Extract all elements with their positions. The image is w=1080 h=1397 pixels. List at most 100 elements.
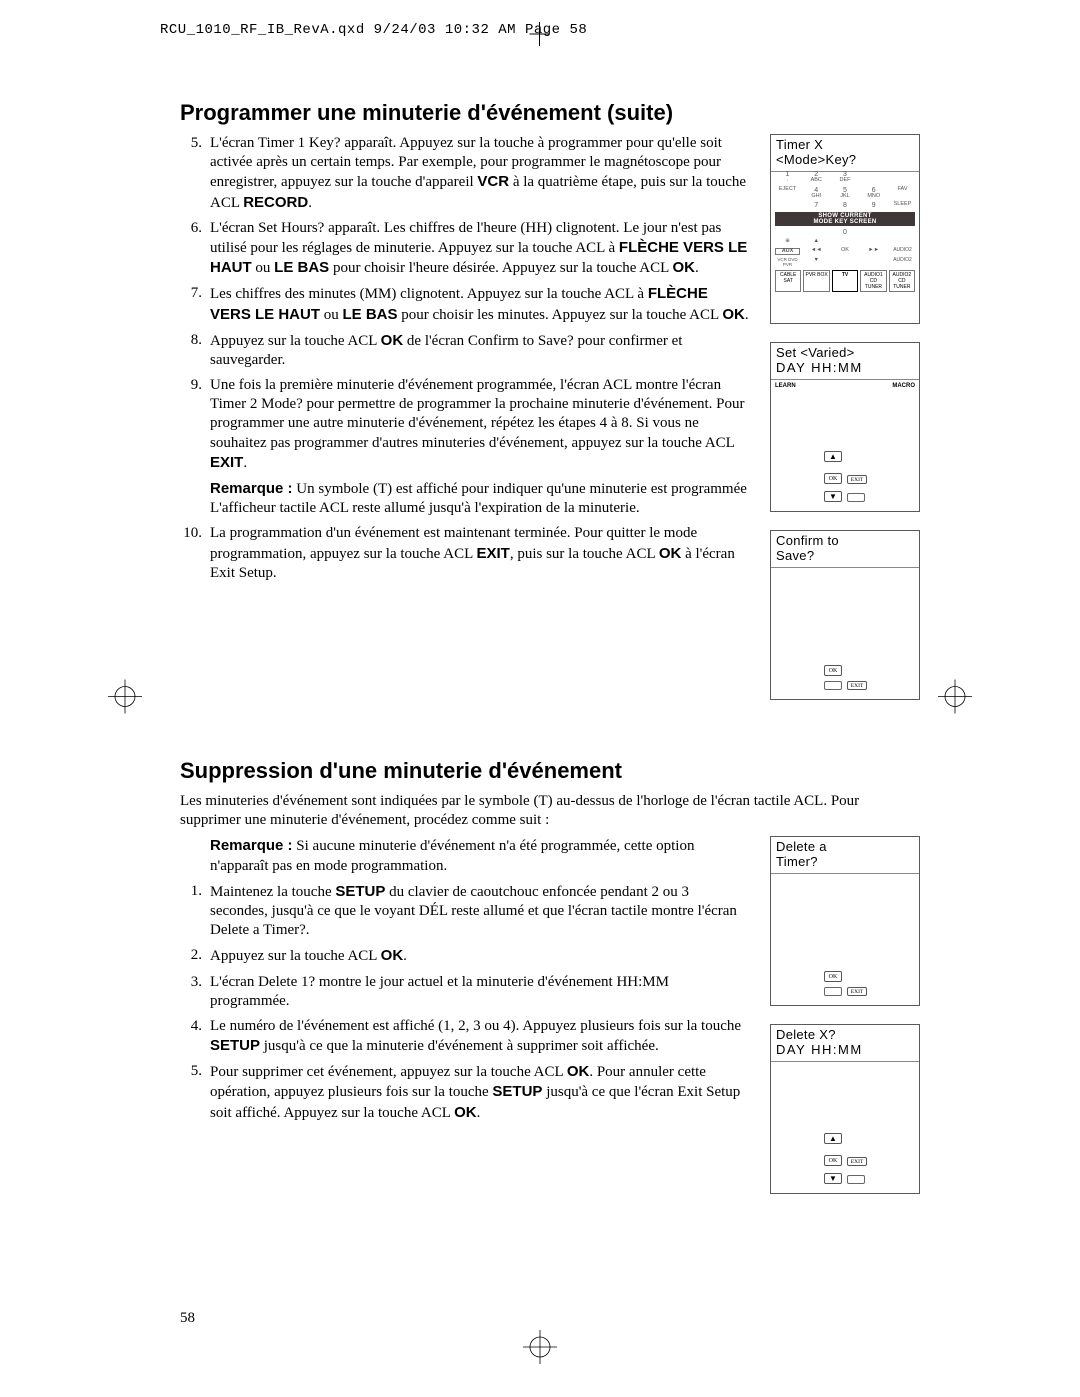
down-arrow-icon: ▼ bbox=[824, 491, 842, 502]
confirm-l1: Confirm to bbox=[776, 534, 914, 549]
section2-columns: Remarque : Si aucune minuterie d'événeme… bbox=[180, 836, 920, 1212]
page-number: 58 bbox=[180, 1310, 195, 1327]
step-number: 1. bbox=[180, 882, 202, 941]
step-text: Les chiffres des minutes (MM) clignotent… bbox=[210, 284, 750, 324]
step-item: 7.Les chiffres des minutes (MM) clignote… bbox=[180, 284, 750, 324]
confirm-l2: Save? bbox=[776, 549, 914, 564]
delete-a-l1: Delete a bbox=[776, 840, 914, 855]
delete-x-screen: Delete X? DAY HH:MM ▲ OK EXIT ▼ bbox=[770, 1024, 920, 1194]
section1-columns: 5.L'écran Timer 1 Key? apparaît. Appuyez… bbox=[180, 134, 920, 718]
step-number: 4. bbox=[180, 1017, 202, 1056]
delete-x-body: ▲ OK EXIT ▼ bbox=[771, 1062, 919, 1194]
learn-label: LEARN bbox=[775, 383, 796, 389]
exit-button: EXIT bbox=[847, 987, 867, 996]
remote-keypad: 1.2ABC3DEF EJECT4GHI5JKL6MNOFAV 789SLEEP… bbox=[775, 171, 915, 319]
delete-a-body: OK EXIT bbox=[771, 874, 919, 1006]
step-item: 5.Pour supprimer cet événement, appuyez … bbox=[180, 1062, 750, 1123]
ok-button: OK bbox=[824, 665, 842, 676]
section1-title: Programmer une minuterie d'événement (su… bbox=[180, 100, 920, 126]
macro-label: MACRO bbox=[892, 383, 915, 389]
step-text: Maintenez la touche SETUP du clavier de … bbox=[210, 882, 750, 941]
remote-screen: Timer X <Mode>Key? 1.2ABC3DEF EJECT4GHI5… bbox=[770, 134, 920, 324]
step-item: 3.L'écran Delete 1? montre le jour actue… bbox=[180, 973, 750, 1011]
step-item: 5.L'écran Timer 1 Key? apparaît. Appuyez… bbox=[180, 134, 750, 213]
blank-button bbox=[847, 1175, 865, 1184]
confirm-body: OK EXIT bbox=[771, 568, 919, 700]
step-number: 5. bbox=[180, 134, 202, 213]
section2-steps: 1.Maintenez la touche SETUP du clavier d… bbox=[180, 882, 750, 1123]
step-number: 5. bbox=[180, 1062, 202, 1123]
step-item: 8.Appuyez sur la touche ACL OK de l'écra… bbox=[180, 331, 750, 370]
step-item: 1.Maintenez la touche SETUP du clavier d… bbox=[180, 882, 750, 941]
step-number: 7. bbox=[180, 284, 202, 324]
step-number: 3. bbox=[180, 973, 202, 1011]
aux-button: AUX bbox=[775, 248, 800, 256]
step-text: L'écran Timer 1 Key? apparaît. Appuyez s… bbox=[210, 134, 750, 213]
set-l1: Set <Varied> bbox=[776, 346, 914, 361]
step-text: Pour supprimer cet événement, appuyez su… bbox=[210, 1062, 750, 1123]
section1-note: Remarque : Un symbole (T) est affiché po… bbox=[180, 479, 750, 518]
step-number: 6. bbox=[180, 219, 202, 279]
section1-steps: 5.L'écran Timer 1 Key? apparaît. Appuyez… bbox=[180, 134, 750, 473]
exit-button: EXIT bbox=[847, 681, 867, 690]
blank-button bbox=[824, 987, 842, 996]
step-item: 10. La programmation d'un événement est m… bbox=[180, 524, 750, 583]
step-text: Le numéro de l'événement est affiché (1,… bbox=[210, 1017, 750, 1056]
cropmark-left bbox=[110, 681, 140, 716]
step-number: 10. bbox=[180, 524, 202, 583]
delete-x-l1: Delete X? bbox=[776, 1028, 914, 1043]
page: RCU_1010_RF_IB_RevA.qxd 9/24/03 10:32 AM… bbox=[0, 0, 1080, 1397]
delete-a-screen: Delete a Timer? OK EXIT bbox=[770, 836, 920, 1006]
section2-text: Remarque : Si aucune minuterie d'événeme… bbox=[180, 836, 750, 1128]
delete-a-l2: Timer? bbox=[776, 855, 914, 870]
down-arrow-icon: ▼ bbox=[824, 1173, 842, 1184]
blank-button bbox=[847, 493, 865, 502]
delete-x-header: Delete X? DAY HH:MM bbox=[771, 1025, 919, 1062]
step-item: 2. Appuyez sur la touche ACL OK. bbox=[180, 946, 750, 966]
remote-header: Timer X <Mode>Key? bbox=[771, 135, 919, 172]
file-header: RCU_1010_RF_IB_RevA.qxd 9/24/03 10:32 AM… bbox=[160, 22, 587, 38]
delete-x-l2: DAY HH:MM bbox=[776, 1043, 914, 1058]
step-item: 9.Une fois la première minuterie d'événe… bbox=[180, 376, 750, 473]
section1-text: 5.L'écran Timer 1 Key? apparaît. Appuyez… bbox=[180, 134, 750, 589]
set-body: LEARN MACRO ▲ OK EXIT ▼ bbox=[771, 380, 919, 512]
remote-header-l2: <Mode>Key? bbox=[776, 153, 914, 168]
step-text: Une fois la première minuterie d'événeme… bbox=[210, 376, 750, 473]
step-number: 8. bbox=[180, 331, 202, 370]
set-screen: Set <Varied> DAY HH:MM LEARN MACRO ▲ OK … bbox=[770, 342, 920, 512]
delete-a-header: Delete a Timer? bbox=[771, 837, 919, 874]
ok-button: OK bbox=[824, 971, 842, 982]
dev-cable: CABLE SAT bbox=[775, 270, 801, 292]
step-number: 9. bbox=[180, 376, 202, 473]
up-arrow-icon: ▲ bbox=[824, 1133, 842, 1144]
dev-audio2: AUDIO2 CD TUNER bbox=[889, 270, 915, 292]
dev-audio1: AUDIO1 CD TUNER bbox=[860, 270, 886, 292]
exit-button: EXIT bbox=[847, 475, 867, 484]
step-text: Appuyez sur la touche ACL OK. bbox=[210, 946, 407, 966]
up-arrow-icon: ▲ bbox=[824, 451, 842, 462]
step-number: 2. bbox=[180, 946, 202, 966]
section2-note: Remarque : Si aucune minuterie d'événeme… bbox=[180, 836, 750, 875]
section2-screens: Delete a Timer? OK EXIT Delete X? DAY HH… bbox=[770, 836, 920, 1212]
mode-bar: SHOW CURRENTMODE KEY SCREEN bbox=[775, 212, 915, 226]
section1-step10: 10. La programmation d'un événement est m… bbox=[180, 524, 750, 583]
section2-intro: Les minuteries d'événement sont indiquée… bbox=[180, 792, 920, 830]
exit-button: EXIT bbox=[847, 1157, 867, 1166]
step-text: Appuyez sur la touche ACL OK de l'écran … bbox=[210, 331, 750, 370]
ok-button: OK bbox=[824, 1155, 842, 1166]
dev-tv: TV bbox=[832, 270, 858, 292]
device-row: CABLE SAT PVR BOX TV AUDIO1 CD TUNER AUD… bbox=[775, 270, 915, 292]
cropmark-top bbox=[540, 22, 541, 23]
blank-button bbox=[824, 681, 842, 690]
remote-header-l1: Timer X bbox=[776, 138, 914, 153]
step-text: L'écran Delete 1? montre le jour actuel … bbox=[210, 973, 750, 1011]
ok-button: OK bbox=[824, 473, 842, 484]
set-header: Set <Varied> DAY HH:MM bbox=[771, 343, 919, 380]
step-item: 6.L'écran Set Hours? apparaît. Les chiff… bbox=[180, 219, 750, 279]
confirm-header: Confirm to Save? bbox=[771, 531, 919, 568]
confirm-screen: Confirm to Save? OK EXIT bbox=[770, 530, 920, 700]
dev-pvr: PVR BOX bbox=[803, 270, 829, 292]
step-text: La programmation d'un événement est main… bbox=[210, 524, 750, 583]
step-text: L'écran Set Hours? apparaît. Les chiffre… bbox=[210, 219, 750, 279]
cropmark-right bbox=[940, 681, 970, 716]
